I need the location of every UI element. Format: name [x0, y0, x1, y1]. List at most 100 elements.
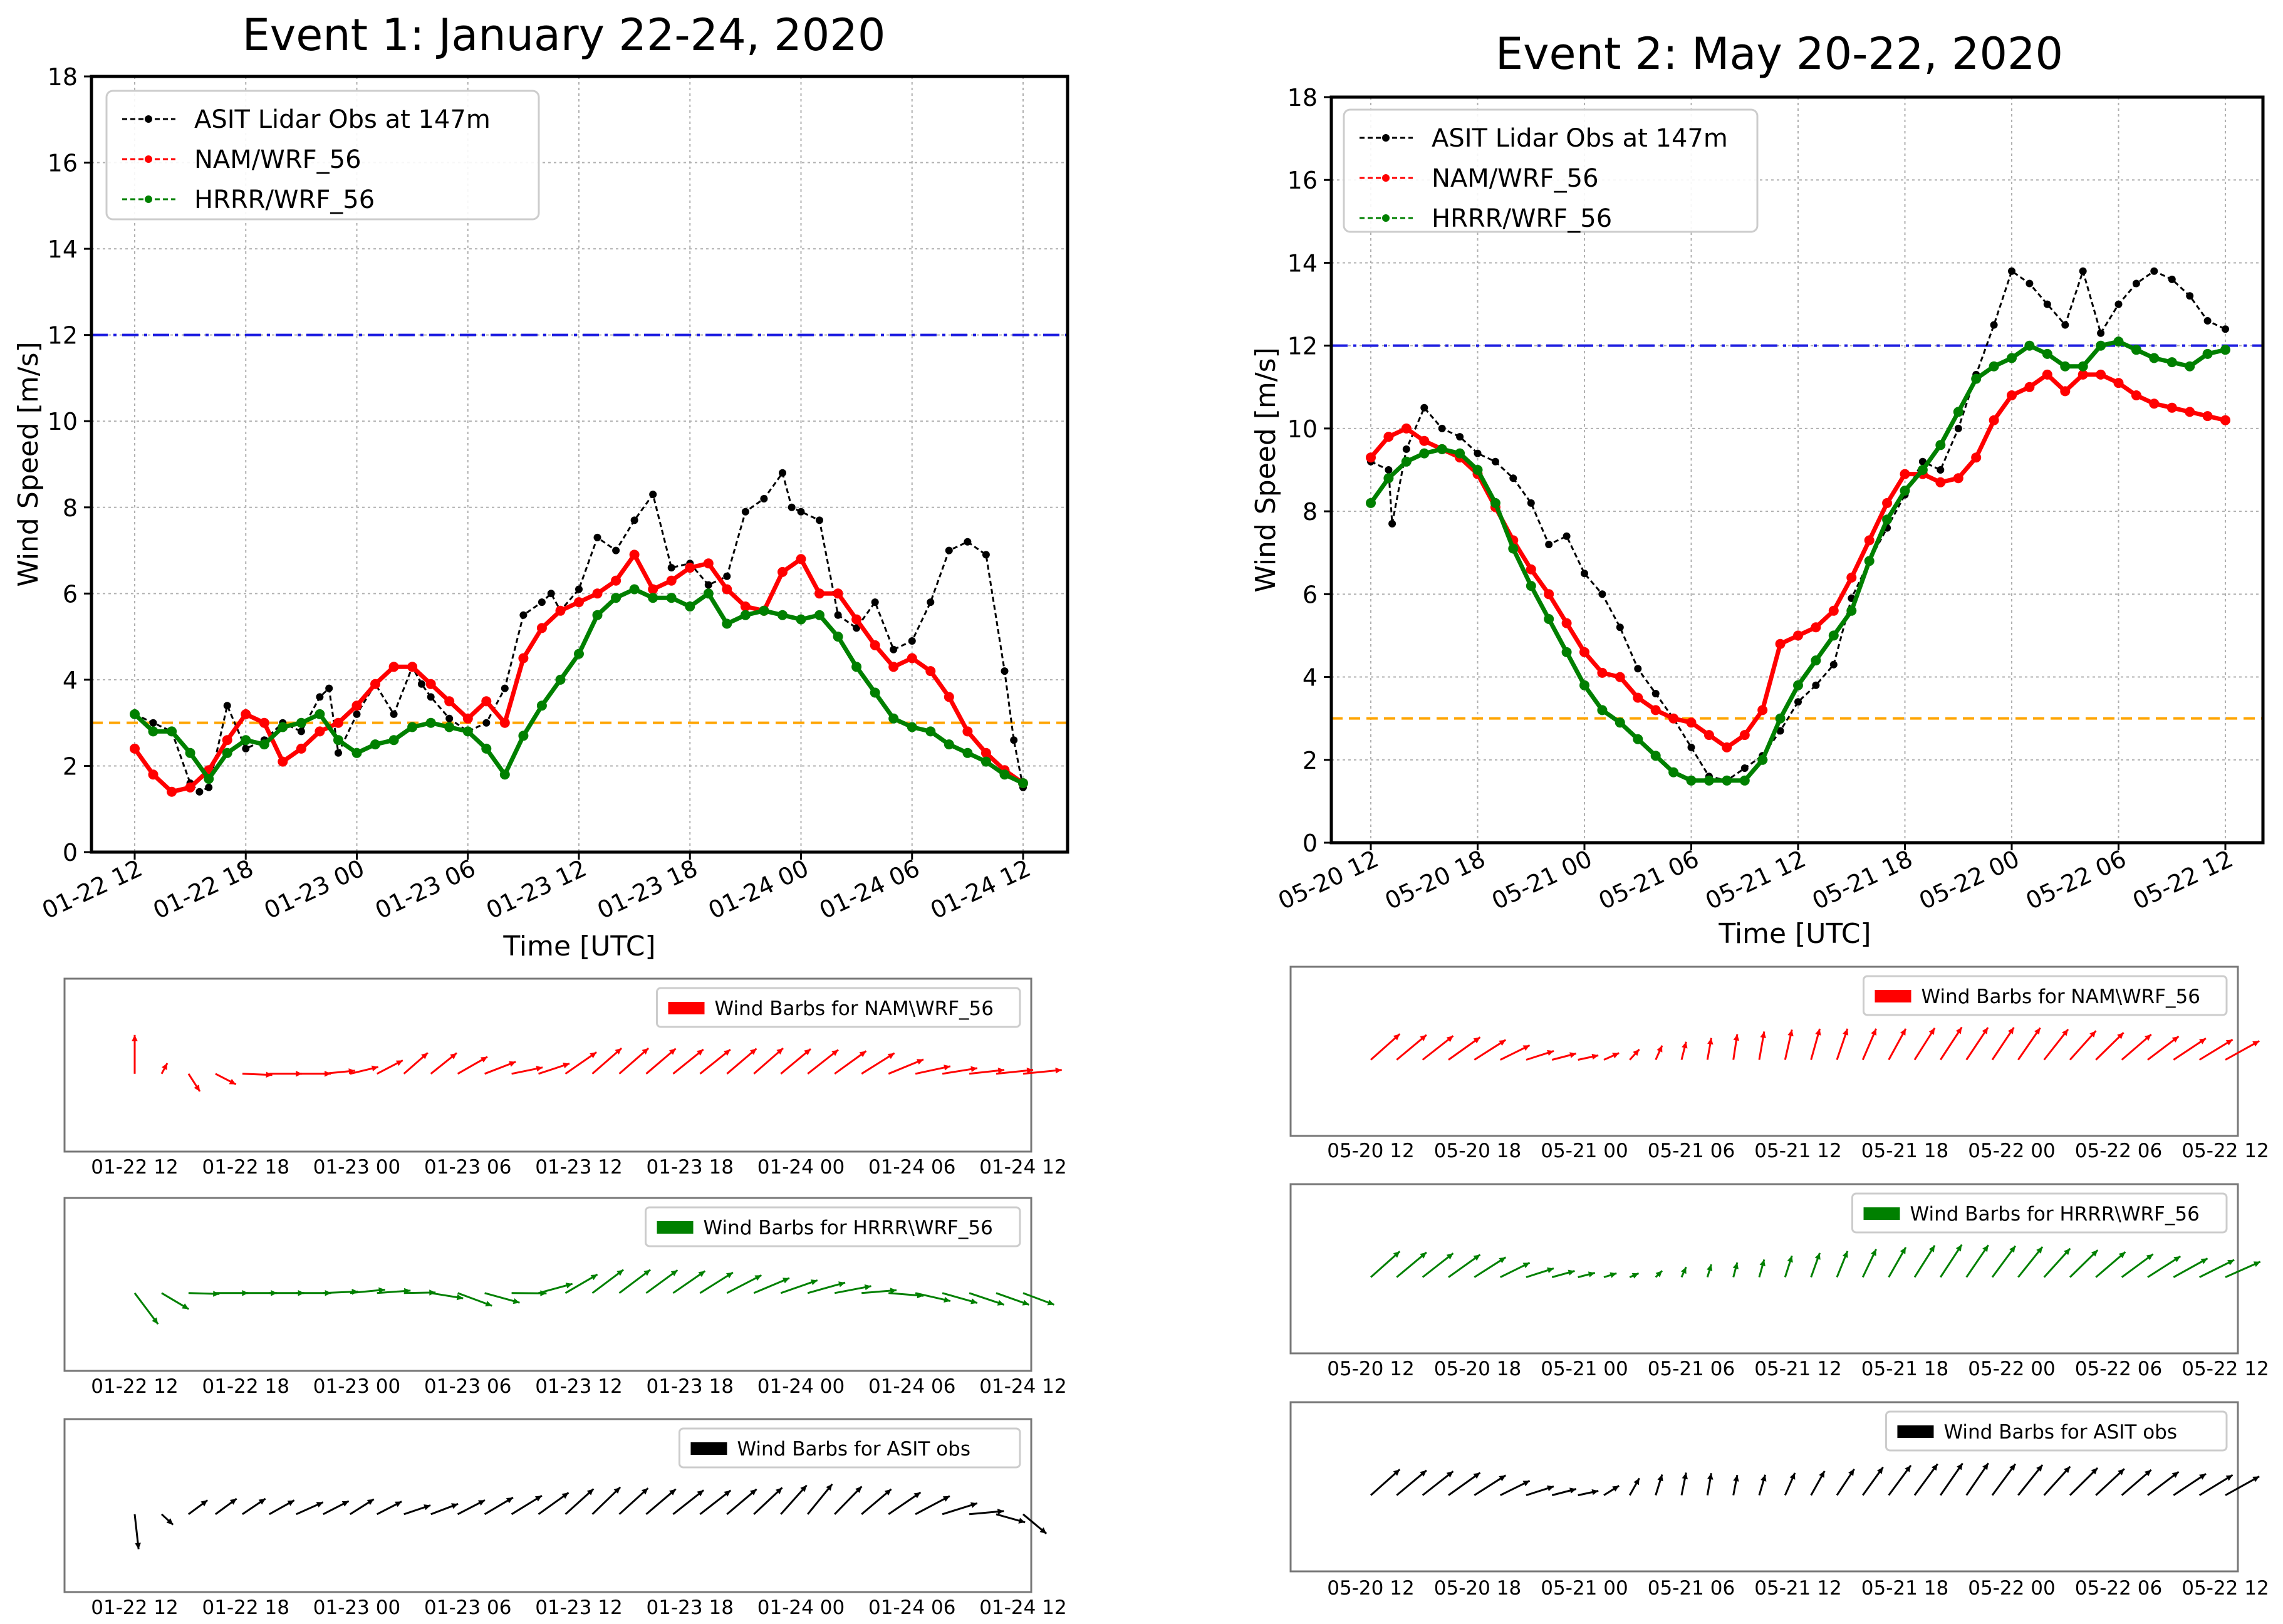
- wind-arrow-head: [997, 1508, 1004, 1515]
- wind-arrow-head: [1522, 1262, 1530, 1269]
- x-tick-label: 01-23 12: [535, 1596, 622, 1619]
- data-point: [1437, 444, 1447, 454]
- data-point: [1561, 618, 1572, 628]
- x-tick-label: 05-22 06: [2075, 1577, 2162, 1600]
- y-tick-label: 2: [63, 752, 78, 780]
- data-point: [353, 710, 361, 718]
- wind-arrow-head: [1473, 1472, 1480, 1479]
- legend-label: HRRR/WRF_56: [1432, 204, 1612, 233]
- data-point: [1989, 415, 1999, 425]
- data-point: [870, 640, 880, 650]
- wind-arrow-head: [590, 1274, 598, 1281]
- x-tick-label: 01-22 18: [202, 1596, 289, 1619]
- data-point: [2168, 275, 2176, 283]
- wind-arrow-shaft: [807, 1483, 833, 1515]
- wind-arrow-shaft: [1396, 1251, 1427, 1278]
- data-point: [296, 717, 306, 728]
- wind-arrow-head: [565, 1283, 573, 1289]
- data-point: [259, 717, 269, 728]
- data-point: [592, 610, 603, 620]
- wind-arrow-shaft: [2095, 1468, 2125, 1496]
- data-point: [518, 653, 529, 664]
- data-point: [797, 508, 805, 516]
- wind-arrow-head: [826, 1484, 833, 1491]
- wind-arrow-head: [776, 1487, 783, 1494]
- wind-arrow-head: [864, 1284, 871, 1291]
- data-point: [1438, 424, 1446, 432]
- x-tick-label: 01-24 06: [868, 1375, 955, 1398]
- wind-arrow-head: [1473, 1037, 1480, 1044]
- y-tick-label: 18: [1287, 84, 1318, 112]
- wind-arrow-head: [944, 1296, 950, 1303]
- data-point: [703, 588, 714, 599]
- data-point: [1864, 556, 1875, 566]
- data-point: [592, 588, 603, 599]
- wind-arrow-shaft: [2017, 1246, 2044, 1278]
- data-point: [927, 598, 935, 606]
- data-point: [1385, 466, 1393, 474]
- wind-arrow-shaft: [1940, 1244, 1963, 1278]
- wind-arrow-head: [2117, 1033, 2124, 1039]
- x-tick-label: 01-24 00: [757, 1375, 845, 1398]
- wind-arrow-head: [2171, 1036, 2179, 1043]
- data-point: [907, 722, 917, 732]
- x-tick-label: 05-21 12: [1754, 1140, 1841, 1162]
- data-point: [2078, 369, 2088, 380]
- wind-arrow-head: [2145, 1470, 2151, 1477]
- data-point: [1366, 452, 1376, 463]
- data-point: [315, 726, 325, 737]
- wind-arrow-head: [2064, 1248, 2071, 1256]
- wind-arrow-head: [970, 1298, 977, 1304]
- x-axis-ticks: 05-20 12 05-20 18 05-21 00 05-21 06 05-21 12…: [1327, 1358, 2269, 1380]
- wind-arrow-head: [1610, 1272, 1617, 1278]
- wind-arrow-head: [884, 1489, 892, 1496]
- data-point: [888, 713, 899, 724]
- wind-arrow-shaft: [645, 1269, 679, 1294]
- data-point: [351, 700, 362, 711]
- data-point: [574, 648, 584, 659]
- data-point: [1383, 432, 1394, 442]
- wind-arrow-head: [341, 1501, 349, 1507]
- wind-arrow-shaft: [591, 1047, 623, 1075]
- data-point: [685, 563, 695, 573]
- data-point: [518, 731, 529, 741]
- wind-arrow-shaft: [1448, 1472, 1481, 1496]
- data-point: [407, 722, 418, 732]
- y-tick-label: 12: [48, 322, 78, 350]
- wind-arrow-head: [913, 1492, 921, 1499]
- wind-arrow-shaft: [1370, 1251, 1401, 1278]
- wind-arrow-head: [166, 1518, 174, 1525]
- wind-arrow-head: [2062, 1029, 2068, 1036]
- x-tick-label: 05-20 12: [1327, 1140, 1414, 1162]
- wind-arrow-head: [1789, 1472, 1796, 1480]
- wind-arrow-head: [2064, 1466, 2071, 1474]
- wind-arrow-shaft: [591, 1486, 621, 1515]
- data-point: [814, 610, 824, 620]
- wind-arrow-head: [1656, 1045, 1663, 1053]
- y-axis-ticks: 0 2 4 6 8 10 12 14 16 18: [1287, 84, 1331, 857]
- y-tick-label: 2: [1303, 747, 1318, 774]
- data-point: [481, 696, 492, 707]
- data-point: [1420, 403, 1428, 412]
- data-point: [370, 739, 380, 750]
- wind-arrow-head: [451, 1503, 459, 1509]
- data-point: [1739, 775, 1750, 786]
- data-point: [907, 653, 917, 664]
- wind-arrow-shaft: [1913, 1027, 1936, 1061]
- chart-title: Event 1: January 22-24, 2020: [242, 9, 886, 61]
- wind-arrow-shaft: [753, 1277, 790, 1294]
- wind-arrow-head: [643, 1269, 651, 1276]
- wind-arrow-shaft: [1370, 1033, 1401, 1061]
- wind-arrow-shaft: [2043, 1465, 2071, 1496]
- x-tick-label: 01-23 00: [313, 1156, 400, 1179]
- data-point: [195, 788, 204, 796]
- wind-arrow-head: [200, 1500, 208, 1507]
- panel-frame: [63, 1197, 1032, 1372]
- data-point: [1776, 727, 1784, 735]
- y-tick-label: 12: [1287, 333, 1318, 360]
- x-tick-label: 01-22 12: [91, 1596, 178, 1619]
- wind-arrow-shaft: [2199, 1259, 2235, 1278]
- wind-arrow-head: [1655, 1271, 1662, 1278]
- data-point: [1668, 713, 1679, 724]
